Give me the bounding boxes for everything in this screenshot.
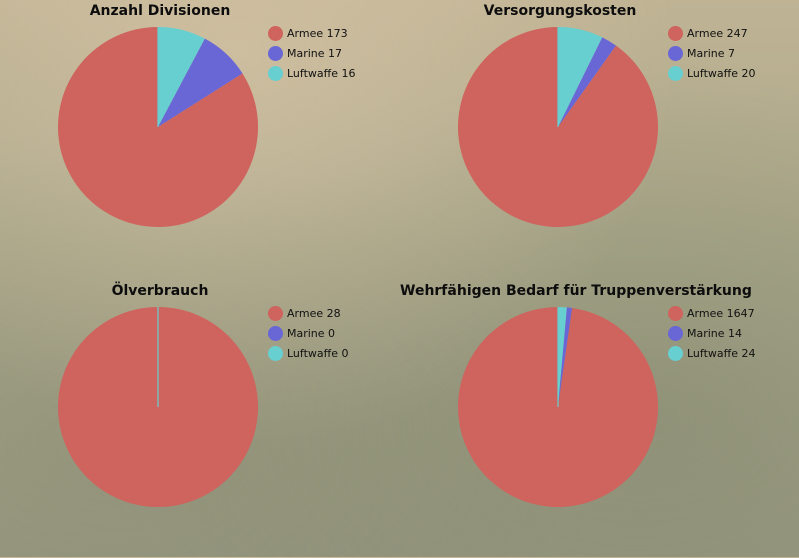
legend-swatch-marine	[268, 325, 283, 341]
pie-slice-luftwaffe	[558, 27, 603, 127]
legend-swatch-armee	[668, 25, 683, 41]
legend-label: Armee 1647	[687, 306, 755, 320]
legend-item-marine: Marine 17	[268, 43, 355, 63]
chart-panel-divisions: Anzahl Divisionen Armee 173 Marine 17 Lu…	[0, 0, 399, 278]
chart-panel-manpower-reinforcement: Wehrfähigen Bedarf für Truppenverstärkun…	[400, 280, 799, 558]
legend-swatch-armee	[268, 305, 283, 321]
legend-swatch-luftwaffe	[268, 345, 283, 361]
legend-item-luftwaffe: Luftwaffe 20	[668, 63, 755, 83]
pie-slice-luftwaffe	[158, 27, 205, 127]
legend-label: Luftwaffe 0	[287, 346, 349, 360]
legend-label: Armee 173	[287, 26, 348, 40]
legend-label: Luftwaffe 16	[287, 66, 356, 80]
legend-swatch-marine	[268, 45, 283, 61]
pie-slice-marine	[158, 38, 243, 127]
legend-item-armee: Armee 247	[668, 23, 755, 43]
chart-title: Versorgungskosten	[483, 3, 637, 19]
pie-slice-marine	[558, 307, 573, 407]
legend-item-marine: Marine 0	[268, 323, 348, 343]
chart-legend: Armee 173 Marine 17 Luftwaffe 16	[268, 23, 355, 83]
chart-panel-supply-costs: Versorgungskosten Armee 247 Marine 7 Luf…	[400, 0, 799, 278]
legend-item-armee: Armee 1647	[668, 303, 755, 323]
legend-item-armee: Armee 28	[268, 303, 348, 323]
legend-item-luftwaffe: Luftwaffe 0	[268, 343, 348, 363]
legend-item-armee: Armee 173	[268, 23, 355, 43]
legend-swatch-luftwaffe	[668, 345, 683, 361]
legend-label: Luftwaffe 24	[687, 346, 756, 360]
chart-title: Wehrfähigen Bedarf für Truppenverstärkun…	[400, 283, 752, 299]
legend-label: Marine 7	[687, 46, 736, 60]
legend-item-luftwaffe: Luftwaffe 24	[668, 343, 755, 363]
legend-label: Marine 14	[687, 326, 743, 340]
legend-swatch-armee	[268, 25, 283, 41]
pie-chart	[58, 27, 259, 227]
chart-panel-oil-consumption: Ölverbrauch Armee 28 Marine 0 Luftwaffe …	[0, 280, 399, 558]
pie-chart	[458, 307, 658, 507]
legend-swatch-luftwaffe	[668, 65, 683, 81]
chart-title: Ölverbrauch	[111, 283, 209, 299]
legend-swatch-marine	[668, 325, 683, 341]
pie-chart	[458, 27, 658, 227]
legend-label: Armee 28	[287, 306, 341, 320]
legend-item-marine: Marine 7	[668, 43, 755, 63]
legend-item-marine: Marine 14	[668, 323, 755, 343]
legend-item-luftwaffe: Luftwaffe 16	[268, 63, 355, 83]
legend-swatch-luftwaffe	[268, 65, 283, 81]
legend-swatch-armee	[668, 305, 683, 321]
chart-title: Anzahl Divisionen	[89, 3, 231, 19]
pie-slice-marine	[558, 37, 617, 128]
chart-legend: Armee 247 Marine 7 Luftwaffe 20	[668, 23, 755, 83]
legend-label: Marine 17	[287, 46, 343, 60]
pie-slice-luftwaffe	[558, 307, 567, 407]
legend-swatch-marine	[668, 45, 683, 61]
legend-label: Armee 247	[687, 26, 748, 40]
legend-label: Marine 0	[287, 326, 336, 340]
chart-legend: Armee 28 Marine 0 Luftwaffe 0	[268, 303, 348, 363]
legend-label: Luftwaffe 20	[687, 66, 756, 80]
chart-legend: Armee 1647 Marine 14 Luftwaffe 24	[668, 303, 755, 363]
pie-chart	[58, 307, 258, 507]
